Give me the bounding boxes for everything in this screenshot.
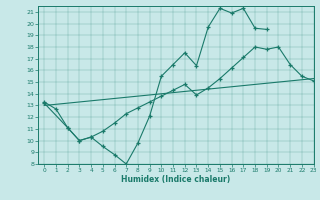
X-axis label: Humidex (Indice chaleur): Humidex (Indice chaleur) [121,175,231,184]
